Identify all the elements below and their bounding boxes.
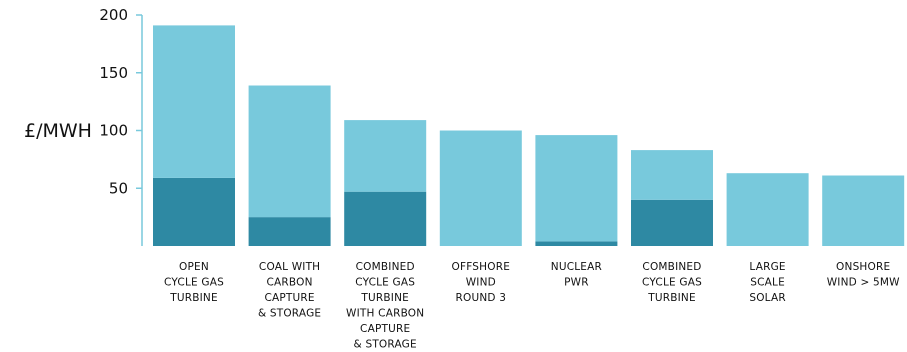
bar-segment-upper-2 xyxy=(248,85,331,218)
bar-segment-lower-1 xyxy=(153,177,235,246)
category-label-6: COMBINED CYCLE GAS TURBINE xyxy=(642,261,702,304)
bar-segment-upper-5 xyxy=(535,135,618,242)
bar-segment-upper-1 xyxy=(153,25,235,178)
y-tick-label: 50 xyxy=(109,179,128,197)
bar-segment-lower-2 xyxy=(248,217,331,246)
bar-segment-lower-6 xyxy=(631,199,713,246)
category-label-8: ONSHORE WIND > 5MW xyxy=(827,261,900,289)
bar-segment-lower-5 xyxy=(535,241,618,246)
category-labels: OPEN CYCLE GAS TURBINE COAL WITH CARBON CAPTU… xyxy=(164,261,900,351)
bar-segment-upper-7 xyxy=(726,173,809,246)
y-tick-label: 150 xyxy=(99,64,128,82)
bar-segment-upper-3 xyxy=(344,120,427,192)
bar-segment-upper-8 xyxy=(822,175,905,246)
bar-segment-lower-3 xyxy=(344,191,427,246)
category-label-4: OFFSHORE WIND ROUND 3 xyxy=(452,261,511,304)
category-label-5: NUCLEAR PWR xyxy=(551,261,602,289)
y-axis-label: £/MWH xyxy=(24,120,92,142)
category-label-2: COAL WITH CARBON CAPTURE & STORAGE xyxy=(258,261,321,320)
bar-segment-upper-4 xyxy=(439,130,522,246)
y-axis-ticks: 50 100 150 200 xyxy=(99,6,142,197)
y-tick-label: 200 xyxy=(99,6,128,24)
category-label-7: LARGE SCALE SOLAR xyxy=(749,261,786,304)
y-tick-label: 100 xyxy=(99,122,128,140)
bar-segment-upper-6 xyxy=(631,150,713,200)
category-label-3: COMBINED CYCLE GAS TURBINE WITH CARBON CAPTU… xyxy=(346,261,424,351)
bars xyxy=(153,25,905,246)
category-label-1: OPEN CYCLE GAS TURBINE xyxy=(164,261,224,304)
